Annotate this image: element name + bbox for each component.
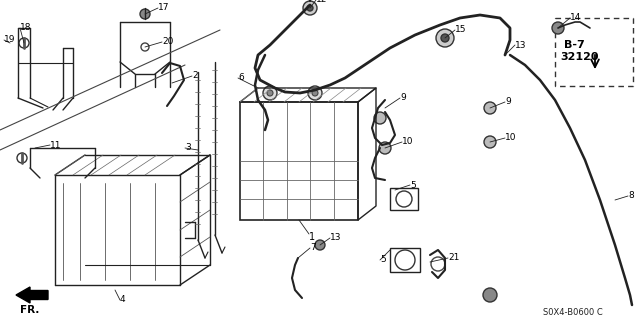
Circle shape [267,90,273,96]
Circle shape [436,29,454,47]
Text: 5: 5 [410,181,416,189]
Circle shape [303,1,317,15]
Circle shape [308,86,322,100]
Text: 21: 21 [448,254,460,263]
Bar [555,18,633,86]
Text: 12: 12 [316,0,328,4]
Circle shape [140,9,150,19]
Text: 2: 2 [192,71,198,80]
Circle shape [374,112,386,124]
Circle shape [484,136,496,148]
Bar [390,188,418,210]
Text: 32120: 32120 [560,52,598,62]
Text: 8: 8 [628,191,634,201]
Circle shape [379,142,391,154]
Circle shape [483,288,497,302]
Bar [390,248,420,272]
Text: 17: 17 [158,4,170,12]
Circle shape [312,90,318,96]
Circle shape [552,22,564,34]
Bar [240,102,358,220]
Text: 10: 10 [402,137,413,146]
Text: 11: 11 [50,140,61,150]
Text: 19: 19 [4,35,15,44]
Text: 13: 13 [515,41,527,49]
Text: 20: 20 [162,38,173,47]
FancyArrow shape [16,287,48,303]
Text: 15: 15 [455,26,467,34]
Text: 14: 14 [570,13,581,23]
Text: 18: 18 [20,24,31,33]
Text: 5: 5 [380,256,386,264]
Text: 10: 10 [505,133,516,143]
Text: 1: 1 [309,232,315,242]
Text: 3: 3 [185,144,191,152]
Text: 13: 13 [330,234,342,242]
Text: 7: 7 [310,243,316,253]
Text: 9: 9 [400,93,406,102]
Text: 9: 9 [505,98,511,107]
Circle shape [263,86,277,100]
Text: 4: 4 [120,295,125,305]
Circle shape [307,5,313,11]
Circle shape [484,102,496,114]
Text: B-7: B-7 [564,40,585,50]
Text: 6: 6 [238,73,244,83]
Circle shape [315,240,325,250]
Text: S0X4-B0600 C: S0X4-B0600 C [543,308,603,317]
Text: FR.: FR. [20,305,40,315]
Circle shape [441,34,449,42]
